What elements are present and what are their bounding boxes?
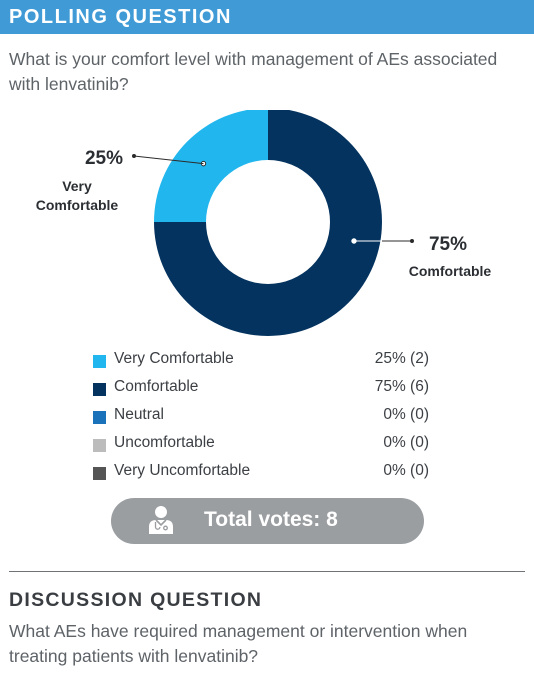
legend-swatch: [93, 411, 106, 424]
legend-swatch: [93, 439, 106, 452]
legend-item-comfortable: Comfortable 75% (6): [93, 377, 429, 405]
section-divider: [9, 571, 525, 572]
slice-very-comfortable: [154, 110, 268, 222]
total-votes-text: Total votes: 8: [204, 508, 338, 532]
legend-swatch: [93, 355, 106, 368]
total-votes-label: Total votes:: [204, 508, 327, 531]
polling-header: POLLING QUESTION: [0, 0, 534, 34]
donut-callouts: 25% Very Comfortable 75% Comfortable: [36, 148, 492, 279]
callout-value: 75%: [429, 234, 467, 255]
legend-label: Comfortable: [114, 378, 199, 395]
total-votes-count: 8: [326, 508, 338, 531]
legend-label: Neutral: [114, 406, 164, 423]
legend-value: 0% (0): [383, 406, 429, 423]
callout-dot: [410, 239, 414, 243]
slice-comfortable: [154, 110, 382, 336]
legend-item-neutral: Neutral 0% (0): [93, 405, 429, 433]
legend-item-uncomfortable: Uncomfortable 0% (0): [93, 433, 429, 461]
legend-swatch: [93, 383, 106, 396]
legend-swatch: [93, 467, 106, 480]
legend-value: 0% (0): [383, 434, 429, 451]
callout-label: Comfortable: [36, 197, 119, 213]
legend-label: Uncomfortable: [114, 434, 215, 451]
donut-slices: [154, 110, 382, 336]
callout-dot: [132, 154, 136, 158]
callout-label: Comfortable: [409, 263, 492, 279]
legend-item-very-comfortable: Very Comfortable 25% (2): [93, 349, 429, 377]
total-votes-badge: Total votes: 8: [111, 498, 424, 544]
chart-legend: Very Comfortable 25% (2) Comfortable 75%…: [93, 349, 429, 489]
legend-label: Very Comfortable: [114, 350, 234, 367]
donut-chart: 25% Very Comfortable 75% Comfortable: [36, 110, 492, 336]
discussion-header: DISCUSSION QUESTION: [9, 589, 263, 611]
legend-label: Very Uncomfortable: [114, 462, 251, 479]
legend-item-very-uncomfortable: Very Uncomfortable 0% (0): [93, 461, 429, 489]
callout-line: [133, 155, 204, 165]
discussion-question: What AEs have required management or int…: [9, 621, 468, 666]
callout-value: 25%: [85, 148, 123, 169]
doctor-icon: [149, 506, 173, 534]
legend-value: 75% (6): [374, 378, 429, 395]
polling-question: What is your comfort level with manageme…: [9, 49, 498, 94]
legend-value: 0% (0): [383, 462, 429, 479]
polling-header-title: POLLING QUESTION: [9, 6, 232, 28]
callout-label: Very: [62, 178, 92, 194]
legend-value: 25% (2): [374, 350, 429, 367]
